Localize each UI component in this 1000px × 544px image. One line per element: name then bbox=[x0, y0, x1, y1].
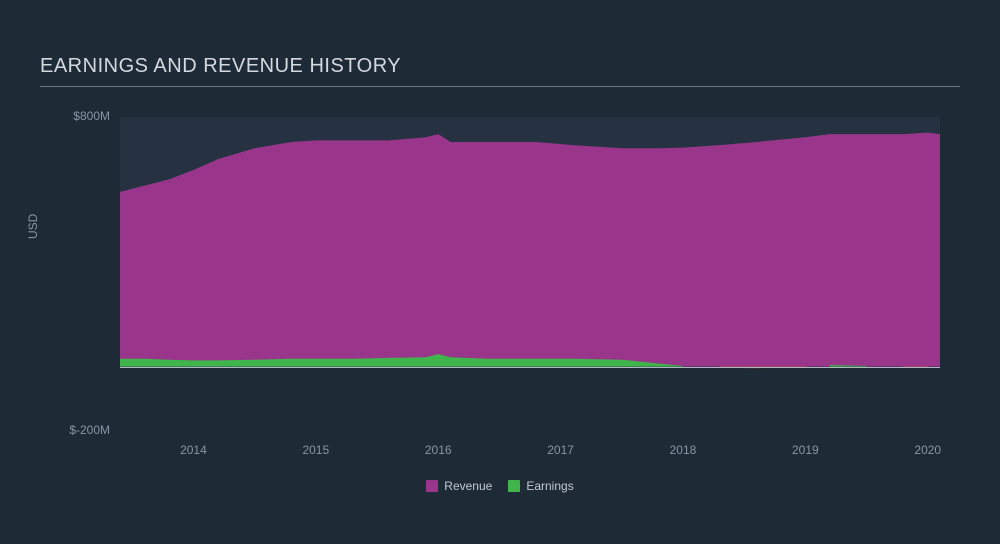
zero-baseline bbox=[120, 367, 940, 368]
x-tick: 2017 bbox=[547, 443, 574, 457]
x-tick: 2018 bbox=[670, 443, 697, 457]
y-tick-top: $800M bbox=[50, 109, 110, 123]
legend-label: Earnings bbox=[526, 479, 573, 493]
x-tick: 2019 bbox=[792, 443, 819, 457]
x-tick: 2015 bbox=[302, 443, 329, 457]
x-tick: 2020 bbox=[914, 443, 941, 457]
plot-area: USD $800M $-200M 20142015201620172018201… bbox=[40, 89, 960, 469]
legend-item: Revenue bbox=[426, 479, 492, 493]
area-series-svg bbox=[120, 117, 940, 429]
x-tick: 2014 bbox=[180, 443, 207, 457]
earnings-revenue-chart: EARNINGS AND REVENUE HISTORY USD $800M $… bbox=[40, 55, 960, 469]
chart-legend: Revenue Earnings bbox=[40, 479, 960, 495]
y-tick-bottom: $-200M bbox=[50, 423, 110, 437]
y-axis-label: USD bbox=[26, 214, 40, 239]
title-underline bbox=[40, 86, 960, 87]
legend-item: Earnings bbox=[508, 479, 573, 493]
legend-label: Revenue bbox=[444, 479, 492, 493]
legend-swatch bbox=[508, 480, 520, 492]
revenue-area bbox=[120, 133, 940, 367]
plot-region bbox=[120, 117, 940, 429]
x-tick: 2016 bbox=[425, 443, 452, 457]
chart-title: EARNINGS AND REVENUE HISTORY bbox=[40, 55, 960, 86]
legend-swatch bbox=[426, 480, 438, 492]
